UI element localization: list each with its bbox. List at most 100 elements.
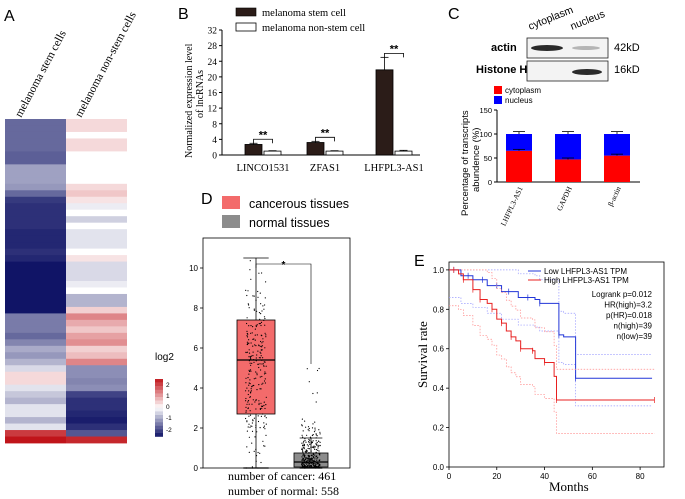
- data-point: [256, 310, 258, 312]
- data-point: [317, 444, 319, 446]
- data-point: [246, 446, 248, 448]
- data-point: [254, 339, 256, 341]
- data-point: [313, 460, 315, 462]
- data-point: [246, 430, 248, 432]
- data-point: [302, 454, 305, 456]
- data-point: [304, 467, 306, 469]
- heatmap-cell: [5, 410, 66, 418]
- heatmap-cell: [5, 306, 66, 314]
- heatmap-cell: [66, 177, 127, 185]
- heatmap-col-label-stem: melanoma stem cells: [13, 28, 69, 119]
- data-point: [247, 303, 249, 305]
- data-point: [250, 370, 252, 372]
- data-point: [251, 467, 253, 469]
- data-point: [260, 340, 262, 343]
- data-point: [255, 424, 257, 426]
- data-point: [251, 430, 254, 432]
- data-point: [258, 400, 260, 402]
- data-point: [257, 420, 260, 423]
- data-point: [264, 407, 266, 410]
- heatmap-legend: log2 2 1 0 -1 -2: [155, 352, 174, 437]
- panel-e: E Survival rate Months 0 20 40 60 80 0.0 0.2 0.…: [414, 253, 665, 494]
- data-point: [306, 434, 308, 436]
- data-point: [254, 334, 256, 336]
- data-point: [303, 466, 305, 468]
- data-point: [265, 417, 267, 419]
- data-point: [318, 450, 320, 452]
- data-point: [260, 352, 262, 354]
- data-point: [251, 332, 253, 334]
- data-point: [258, 366, 260, 369]
- panel-d: D cancerous tissues normal tissues 0 2 4 6 8…: [189, 191, 351, 498]
- data-point: [316, 461, 318, 463]
- data-point: [310, 450, 312, 452]
- data-point: [248, 436, 250, 438]
- data-point: [307, 465, 309, 467]
- legend-swatch-nucleus: [494, 96, 502, 104]
- heatmap-cell: [66, 190, 127, 198]
- data-point: [259, 351, 261, 353]
- data-point: [245, 382, 247, 384]
- legend-color-step: [155, 418, 163, 423]
- legend-tick-0: 0: [166, 404, 170, 411]
- heatmap-cell: [66, 332, 127, 340]
- data-point: [309, 466, 311, 468]
- data-point: [303, 446, 305, 448]
- bar-nucleus: [555, 134, 581, 160]
- heatmap-cell: [66, 235, 127, 243]
- legend-color-step: [155, 382, 163, 387]
- data-point: [263, 365, 265, 367]
- heatmap-cell: [5, 190, 66, 198]
- heatmap-cell: [5, 430, 66, 437]
- legend-color-step: [155, 433, 163, 437]
- significance-marker: **: [259, 129, 268, 141]
- data-point: [254, 344, 256, 346]
- data-point: [250, 355, 252, 357]
- data-point: [248, 325, 250, 327]
- data-point: [249, 260, 251, 262]
- heatmap-cell: [5, 170, 66, 178]
- data-point: [306, 457, 308, 459]
- heatmap-cell: [66, 436, 127, 444]
- blot-membrane-histone: [526, 60, 609, 82]
- data-point: [319, 454, 321, 456]
- legend-swatch-nonstem: [235, 22, 257, 32]
- data-point: [314, 448, 316, 450]
- y-tick-label-b: 8: [212, 120, 217, 130]
- heatmap-cell: [5, 242, 66, 249]
- data-point: [308, 430, 310, 432]
- y-tick-label-b: 4: [212, 136, 217, 146]
- heatmap-cell: [5, 417, 66, 424]
- heatmap-cell: [66, 131, 127, 139]
- data-point: [306, 444, 308, 446]
- data-point: [262, 363, 264, 365]
- heatmap-cell: [66, 281, 127, 288]
- x-tick-label-c: GAPDH: [555, 185, 574, 213]
- bar-cytoplasm: [604, 155, 630, 182]
- heatmap-cell: [66, 300, 127, 308]
- data-point: [257, 296, 259, 298]
- data-point: [253, 450, 255, 452]
- legend-color-step: [155, 411, 163, 416]
- data-point: [263, 319, 265, 321]
- significance-marker: **: [321, 127, 330, 139]
- data-point: [302, 450, 304, 452]
- data-point: [261, 345, 263, 347]
- data-point: [319, 445, 321, 447]
- data-point: [248, 339, 250, 341]
- data-point: [307, 461, 309, 463]
- data-point: [259, 452, 261, 454]
- data-point: [313, 463, 315, 465]
- y-tick-label-e: 0.8: [433, 305, 445, 314]
- data-point: [311, 457, 313, 459]
- stat-text: Logrank p=0.012: [592, 290, 653, 299]
- data-point: [312, 446, 314, 448]
- data-point: [249, 383, 251, 385]
- y-axis-title-c-line1: Percentage of transcripts: [460, 110, 471, 216]
- panel-e-label: E: [414, 253, 425, 270]
- heatmap-cell: [5, 300, 66, 308]
- y-tick-label-b: 12: [208, 105, 218, 115]
- heatmap-cell: [66, 229, 127, 237]
- heatmap-cell: [66, 157, 127, 165]
- data-point: [252, 345, 254, 347]
